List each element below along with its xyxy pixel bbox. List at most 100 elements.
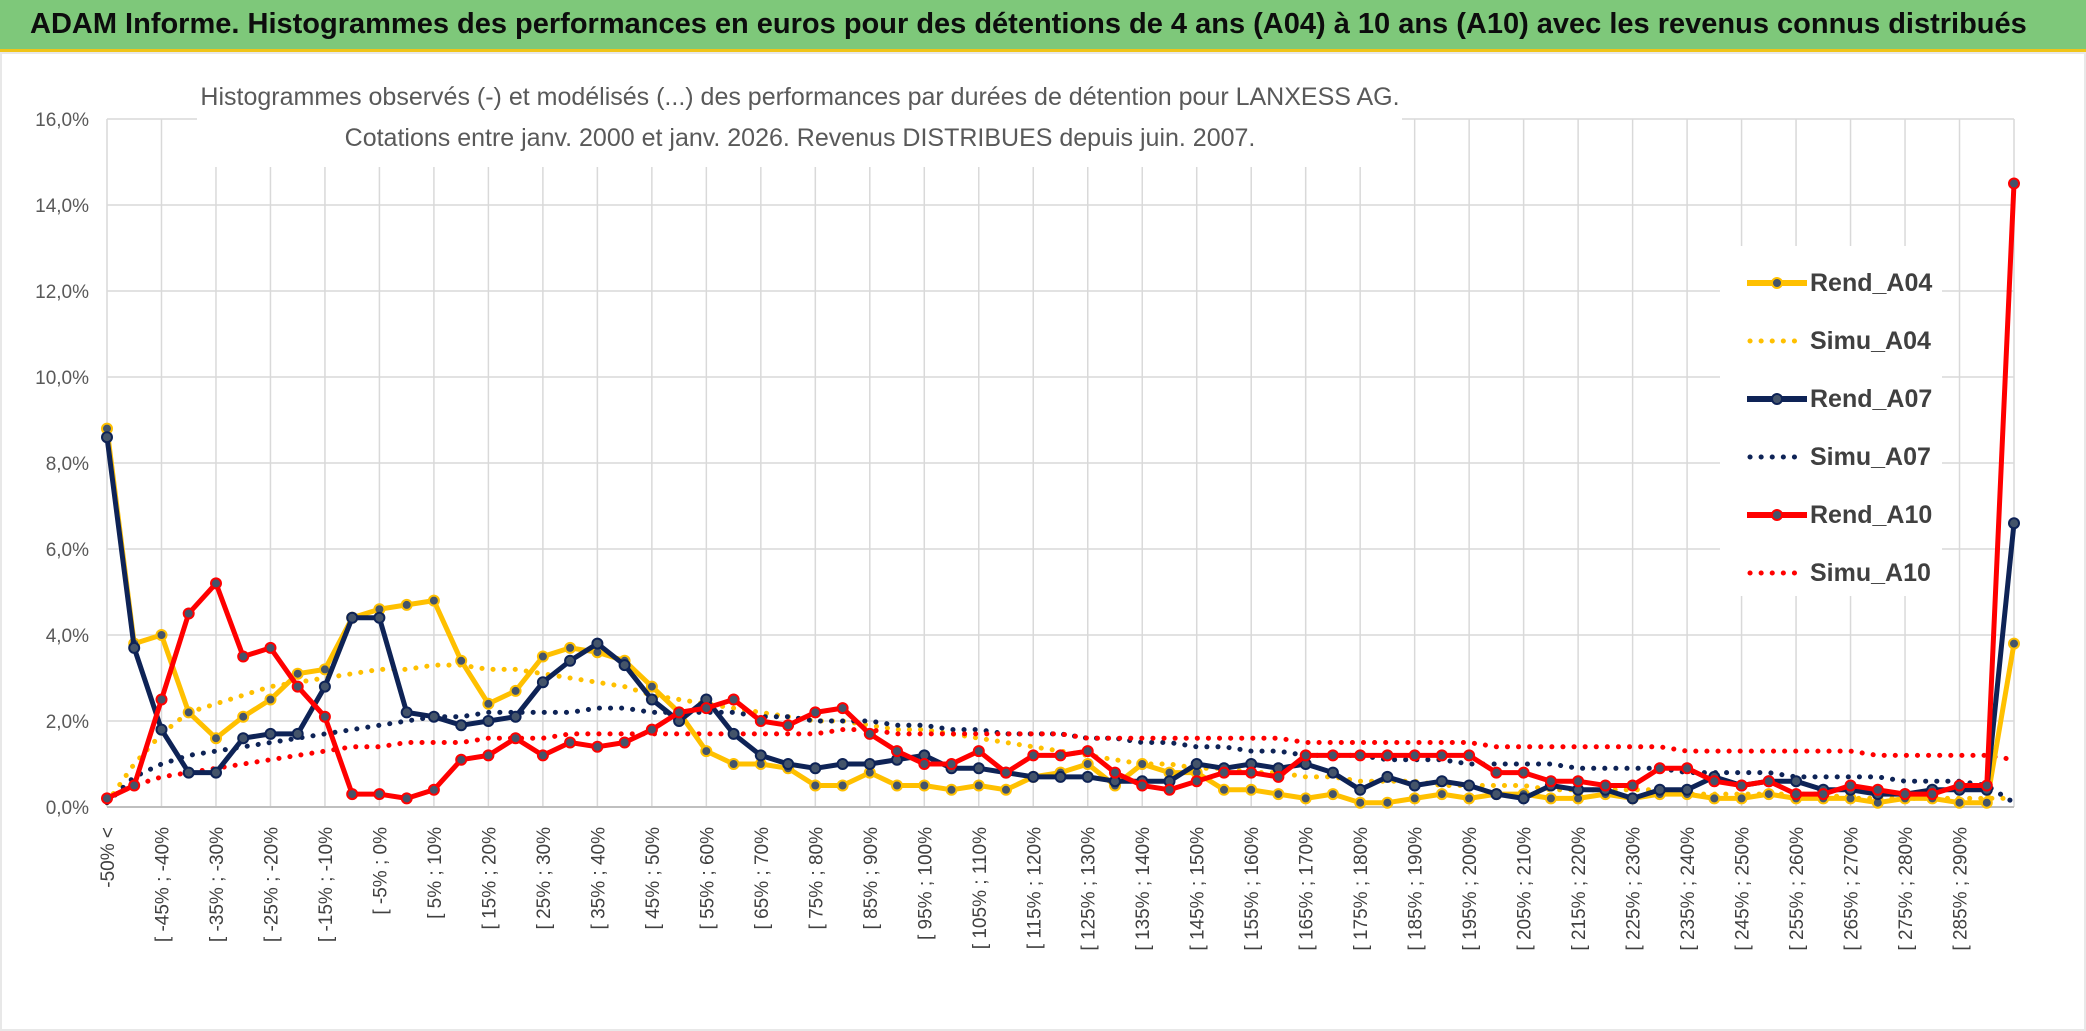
data-point [1572,775,1585,788]
data-point [1381,796,1394,809]
legend-marker [1771,509,1783,521]
x-tick-label: [ 235% ; 240% [1678,827,1699,951]
legend-item: Rend_A10 [1747,501,1932,529]
data-point [182,607,195,620]
data-point [1953,779,1966,792]
data-point [1435,788,1448,801]
data-point [400,598,413,611]
data-point [727,727,740,740]
data-point [891,745,903,758]
y-tick-label: 16,0% [35,110,89,131]
data-point [2008,517,2020,530]
data-point [1081,758,1094,770]
x-tick-label: [ 275% ; 280% [1896,827,1917,951]
data-point [1899,788,1911,801]
data-point [427,783,440,796]
data-point [700,745,713,758]
data-point [155,629,168,641]
data-point [754,749,767,762]
series-Simu_A07 [104,705,2017,806]
data-point [1245,783,1258,796]
data-point [1381,770,1394,783]
data-point [1626,792,1639,805]
data-point [400,706,413,719]
legend-item: Rend_A07 [1747,385,1932,413]
data-point [1272,770,1285,783]
data-point [727,758,740,770]
data-point [455,753,468,766]
data-point [645,680,658,693]
x-tick-label: [ 185% ; 190% [1406,827,1427,951]
data-point [346,611,359,624]
x-axis-ticks: -50% < [ -45% ; -40% [ -35% ; -30% [ -25% ;… [98,827,1972,951]
data-point [1980,796,1993,809]
data-point [2008,637,2020,650]
data-point [1790,775,1803,788]
data-point [1490,766,1503,779]
data-point [809,706,822,719]
legend-item: Rend_A04 [1747,269,1932,297]
data-point [1708,775,1721,788]
data-point [1517,766,1530,779]
data-point [754,715,767,727]
x-tick-label: [ 265% ; 270% [1842,827,1863,951]
data-point [509,732,522,745]
x-tick-label: [ 25% ; 30% [534,827,555,930]
series-Simu_A10 [104,727,2017,801]
data-point [237,732,250,745]
data-point [237,710,250,723]
data-point [673,706,686,719]
data-point [1054,770,1067,783]
data-point [918,779,931,792]
x-tick-label: [ 55% ; 60% [697,827,718,930]
data-point [1926,788,1939,801]
data-point [1953,796,1966,809]
data-point [1544,792,1557,805]
chart-frame: 0,0% 2,0% 4,0% 6,0% 8,0% 10,0% 12,0% 14,0% 16,0%… [0,52,2086,1031]
x-tick-label: [ 115% ; 120% [1024,827,1045,949]
data-point [373,788,386,801]
data-point [972,762,985,775]
data-point [536,650,549,663]
chart-title-box: Histogrammes observés (-) et modélisés (… [197,59,1402,167]
data-point [264,693,277,706]
data-point [1463,792,1476,805]
legend-label: Simu_A07 [1810,443,1931,471]
x-tick-label: -50% < [98,827,119,888]
series-layer [101,177,2020,809]
data-point [182,706,195,719]
x-tick-label: [ 125% ; 130% [1079,827,1100,951]
data-point [101,792,113,805]
data-point [1326,788,1339,801]
data-point [836,758,849,770]
data-point [210,766,222,779]
y-tick-label: 14,0% [35,196,89,217]
chart-legend: Rend_A04 Simu_A04 Rend_A07 Simu_A07 Rend_A10… [1720,246,1942,596]
y-axis-ticks: 0,0% 2,0% 4,0% 6,0% 8,0% 10,0% 12,0% 14,0% 16,0% [35,110,89,819]
data-point [1681,762,1694,775]
data-point [945,783,958,796]
data-point [128,779,141,792]
data-point [1027,770,1040,783]
data-point [291,667,304,680]
data-point [727,693,740,706]
x-tick-label: [ 215% ; 220% [1569,827,1590,951]
data-point [509,684,522,697]
data-point [1000,783,1012,796]
y-tick-label: 8,0% [46,454,89,475]
data-point [373,611,386,624]
data-point [128,641,141,654]
data-point [318,710,331,723]
data-point [1463,779,1476,792]
data-point [155,723,168,736]
x-tick-label: [ 205% ; 210% [1515,827,1536,951]
data-point [482,697,495,710]
x-tick-label: [ 5% ; 10% [425,827,446,919]
data-point [1218,766,1230,779]
x-tick-label: [ 155% ; 160% [1242,827,1263,951]
data-point [945,758,958,770]
legend-marker [1771,277,1783,289]
data-point [1408,779,1421,792]
data-point [1272,788,1285,801]
y-tick-label: 12,0% [35,282,89,303]
